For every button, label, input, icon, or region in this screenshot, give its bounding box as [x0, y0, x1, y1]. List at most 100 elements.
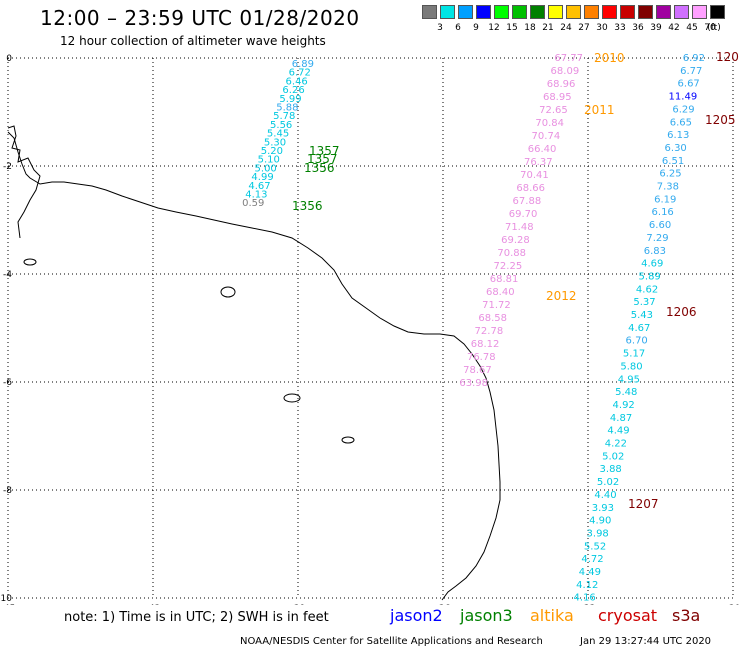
swh-value: 70.41: [520, 170, 549, 181]
map-subtitle: 12 hour collection of altimeter wave hei…: [60, 34, 326, 48]
scale-swatch: [620, 5, 635, 19]
swh-value: 4.99: [251, 172, 273, 183]
scale-swatch: [674, 5, 689, 19]
swh-value: 6.89: [292, 59, 314, 70]
swh-value: 5.02: [597, 477, 619, 488]
legend-s3a: s3a: [672, 606, 701, 625]
swh-value: 4.72: [581, 554, 603, 565]
pass-time: 2012: [546, 289, 577, 303]
swh-value: 5.52: [584, 541, 606, 552]
swh-value: 6.46: [286, 76, 308, 87]
swh-value: 5.89: [639, 271, 661, 282]
scale-swatch: [494, 5, 509, 19]
swh-value: 68.95: [543, 92, 572, 103]
swh-value: 4.87: [610, 413, 632, 424]
scale-swatch: [530, 5, 545, 19]
swh-value: 76.78: [467, 352, 496, 363]
scale-swatch: [584, 5, 599, 19]
scale-label: 42: [668, 23, 680, 33]
island: [23, 258, 37, 266]
scale-swatch: [656, 5, 671, 19]
scale-swatch: [692, 5, 707, 19]
swh-value: 7.38: [657, 182, 679, 193]
swh-value: 6.29: [672, 104, 694, 115]
legend-jason2: jason2: [390, 606, 443, 625]
swh-value: 5.88: [276, 103, 298, 114]
swh-value: 6.30: [665, 143, 687, 154]
swh-value: 6.77: [680, 66, 702, 77]
scale-swatch: [602, 5, 617, 19]
latitude-label: -10: [0, 594, 12, 604]
swh-value: 5.00: [255, 163, 277, 174]
swh-value: 69.28: [501, 235, 530, 246]
swh-value: 78.67: [463, 365, 492, 376]
swh-value: 4.49: [607, 426, 629, 437]
scale-label: 45: [686, 23, 698, 33]
scale-swatch: [440, 5, 455, 19]
swh-value: 4.67: [628, 323, 650, 334]
swh-value: 68.81: [490, 274, 519, 285]
swh-value: 4.90: [589, 516, 611, 527]
swh-value: 72.25: [494, 261, 523, 272]
coastline-fragment: [7, 125, 41, 239]
swh-value: 4.16: [574, 593, 596, 604]
scale-swatch: [476, 5, 491, 19]
legend-cryosat: cryosat: [598, 606, 658, 625]
swh-value: 69.70: [509, 209, 538, 220]
legend-jason3: jason3: [460, 606, 513, 625]
scale-swatch: [548, 5, 563, 19]
coastline-path: [7, 131, 501, 601]
scale-label: 9: [473, 23, 479, 33]
altimeter-tracks: 6.896.726.466.265.995.885.785.565.455.30…: [242, 50, 739, 604]
longitude-label: -45: [1, 604, 16, 605]
latitude-label: 0: [6, 54, 12, 64]
swh-value: 4.22: [605, 439, 627, 450]
swh-value: 4.49: [579, 567, 601, 578]
swh-value: 5.99: [279, 94, 301, 105]
longitude-label: -33: [581, 604, 596, 605]
swh-value: 4.62: [636, 284, 658, 295]
latitude-label: -8: [3, 486, 12, 496]
map-title: 12:00 – 23:59 UTC 01/28/2020: [40, 6, 360, 30]
swh-value: 67.77: [554, 53, 583, 64]
swh-value: 5.45: [267, 129, 289, 140]
scale-label: 15: [506, 23, 518, 33]
swh-value: 4.92: [613, 400, 635, 411]
swh-value: 6.51: [662, 156, 684, 167]
pass-time: 1357: [307, 152, 338, 166]
island: [220, 286, 236, 298]
swh-value: 7.29: [646, 233, 668, 244]
swh-value: 5.43: [631, 310, 653, 321]
swh-value: 5.37: [633, 297, 655, 308]
swh-value: 6.60: [649, 220, 671, 231]
pass-time: 1205: [705, 113, 736, 127]
scale-swatch: [638, 5, 653, 19]
swh-value: 4.95: [618, 374, 640, 385]
scale-swatch: [512, 5, 527, 19]
scale-label: 39: [650, 23, 662, 33]
scale-label: 21: [542, 23, 554, 33]
swh-value: 6.92: [683, 53, 705, 64]
swh-value: 68.66: [516, 183, 545, 194]
scale-label: 70: [704, 23, 716, 33]
swh-value: 68.58: [478, 313, 507, 324]
swh-value: 71.48: [505, 222, 534, 233]
swh-value: 71.72: [482, 300, 511, 311]
swh-value: 70.74: [532, 131, 561, 142]
scale-label: 30: [596, 23, 608, 33]
swh-value: 5.80: [620, 361, 642, 372]
swh-value: 68.40: [486, 287, 515, 298]
swh-value: 4.69: [641, 259, 663, 270]
swh-value: 5.10: [258, 155, 280, 166]
pass-time: 2010: [594, 51, 625, 65]
lat-lon-grid: [7, 57, 734, 599]
scale-swatch: [566, 5, 581, 19]
longitude-label: -42: [146, 604, 161, 605]
swh-value: 6.25: [659, 169, 681, 180]
swh-value: 5.56: [270, 120, 292, 131]
swh-value: 3.88: [600, 464, 622, 475]
scale-label: 24: [560, 23, 572, 33]
scale-label: 33: [614, 23, 626, 33]
swh-value: 4.67: [248, 181, 270, 192]
swh-value: 5.48: [615, 387, 637, 398]
